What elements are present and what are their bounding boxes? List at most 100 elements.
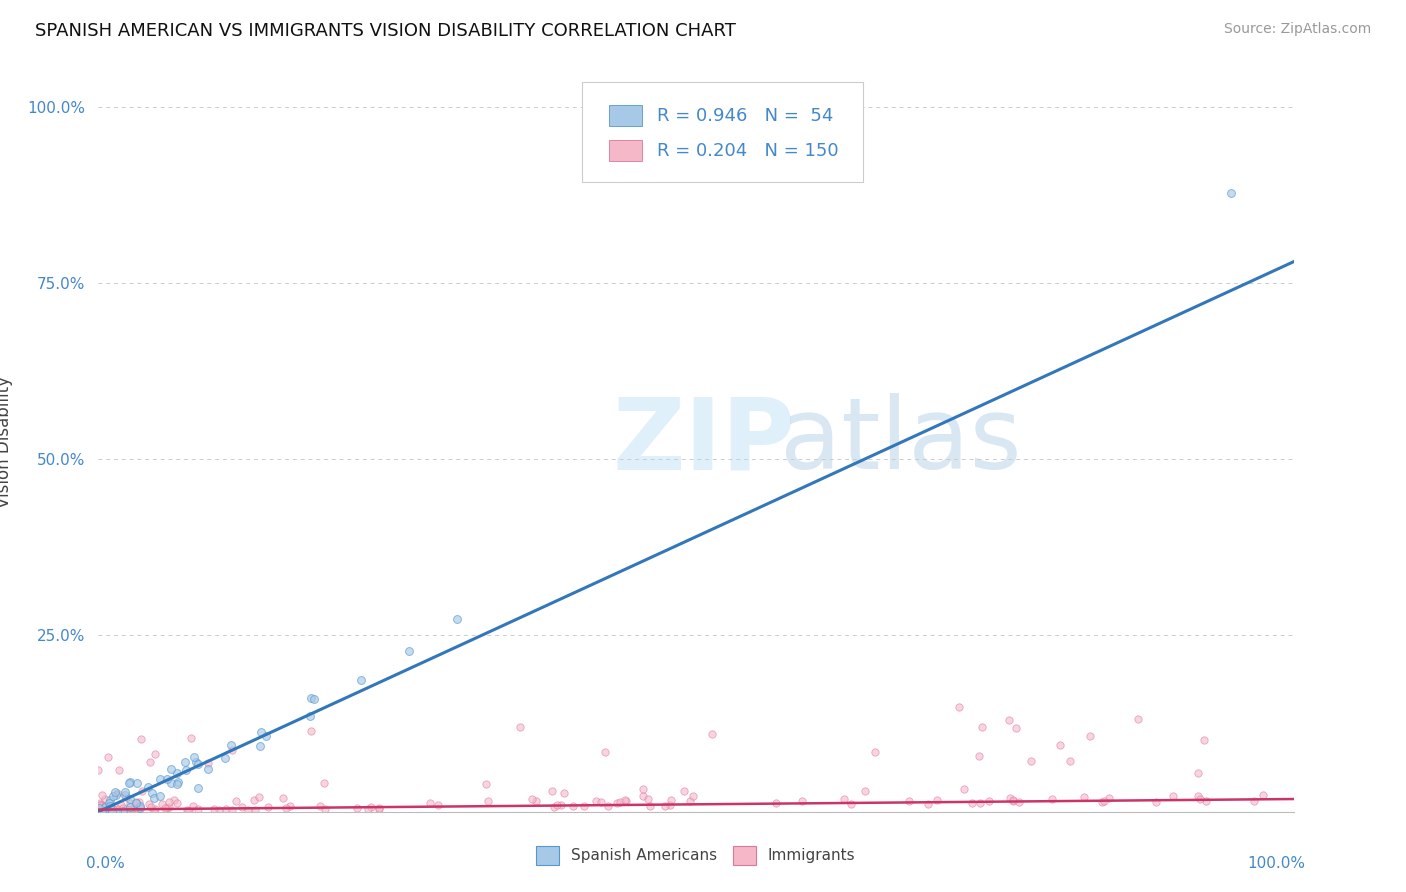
Point <box>1049 738 1071 752</box>
Point <box>97 749 120 764</box>
Point <box>1098 791 1121 805</box>
Point <box>120 804 142 818</box>
Point <box>139 755 162 769</box>
Point <box>208 803 231 817</box>
Point <box>1002 793 1025 807</box>
Point <box>124 800 146 814</box>
Point <box>118 803 141 817</box>
Point <box>1080 729 1102 743</box>
Point <box>163 793 186 807</box>
Point <box>98 796 121 810</box>
Point <box>839 797 862 811</box>
Point <box>184 755 207 769</box>
Point <box>598 799 620 814</box>
Point <box>187 756 209 771</box>
Point <box>202 802 225 816</box>
Point <box>249 739 271 753</box>
Point <box>118 776 141 790</box>
Point <box>97 801 120 815</box>
Point <box>156 772 179 786</box>
Point <box>166 796 188 810</box>
Point <box>149 772 172 787</box>
Point <box>274 801 297 815</box>
Point <box>98 798 121 813</box>
Point <box>236 803 259 817</box>
Point <box>166 766 188 780</box>
Text: Source: ZipAtlas.com: Source: ZipAtlas.com <box>1223 22 1371 37</box>
Point <box>120 791 142 805</box>
Point <box>181 798 204 813</box>
Point <box>792 794 814 808</box>
Point <box>853 784 876 798</box>
Point <box>247 789 270 804</box>
Text: R = 0.946   N =  54: R = 0.946 N = 54 <box>657 107 832 125</box>
Point <box>174 755 197 769</box>
Point <box>998 791 1021 805</box>
Point <box>101 802 124 816</box>
Point <box>105 802 128 816</box>
Point <box>157 800 180 814</box>
Point <box>105 786 128 800</box>
Point <box>1091 795 1114 809</box>
Point <box>659 792 682 806</box>
Point <box>346 800 368 814</box>
Point <box>543 800 565 814</box>
Point <box>1192 732 1215 747</box>
Point <box>550 798 572 813</box>
Point <box>998 714 1021 728</box>
Point <box>187 781 209 796</box>
Point <box>89 796 111 810</box>
Text: R = 0.204   N = 150: R = 0.204 N = 150 <box>657 142 838 160</box>
Point <box>160 762 183 776</box>
Point <box>107 803 129 817</box>
Point <box>221 743 243 757</box>
Point <box>350 673 373 687</box>
Point <box>672 783 695 797</box>
Point <box>136 780 159 794</box>
Point <box>105 805 128 819</box>
Point <box>90 805 112 819</box>
Point <box>302 692 325 706</box>
Text: SPANISH AMERICAN VS IMMIGRANTS VISION DISABILITY CORRELATION CHART: SPANISH AMERICAN VS IMMIGRANTS VISION DI… <box>35 22 735 40</box>
Point <box>94 800 117 814</box>
Legend: Spanish Americans, Immigrants: Spanish Americans, Immigrants <box>530 840 862 871</box>
Point <box>299 709 322 723</box>
Point <box>960 796 983 810</box>
Point <box>765 796 787 810</box>
Point <box>139 800 162 814</box>
Point <box>1243 794 1265 808</box>
FancyBboxPatch shape <box>609 140 643 161</box>
Point <box>145 802 167 816</box>
Point <box>225 795 247 809</box>
Point <box>614 794 637 808</box>
Point <box>357 801 380 815</box>
Point <box>606 797 628 811</box>
Point <box>398 643 420 657</box>
Point <box>278 799 301 814</box>
Point <box>682 789 704 803</box>
Point <box>314 775 336 789</box>
Point <box>1059 755 1081 769</box>
Point <box>509 720 531 734</box>
Point <box>520 792 543 806</box>
Point <box>150 797 173 811</box>
Point <box>128 798 150 813</box>
Point <box>243 793 266 807</box>
Point <box>183 749 205 764</box>
Point <box>1002 793 1025 807</box>
Point <box>257 800 280 814</box>
Point <box>231 800 253 814</box>
Point <box>176 803 198 817</box>
Point <box>115 790 138 805</box>
Point <box>585 794 607 808</box>
Point <box>477 794 499 808</box>
Point <box>948 700 970 714</box>
Point <box>546 798 568 813</box>
Point <box>98 799 121 814</box>
Point <box>91 805 114 819</box>
Point <box>702 727 724 741</box>
Point <box>1195 794 1218 808</box>
Point <box>174 763 197 777</box>
Point <box>1128 712 1150 726</box>
Point <box>197 756 219 770</box>
